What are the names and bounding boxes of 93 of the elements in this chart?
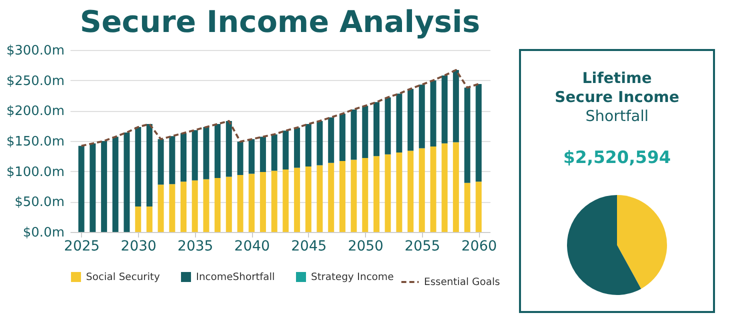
bar <box>260 136 266 172</box>
bar <box>350 160 357 232</box>
bar <box>248 139 255 174</box>
bar <box>169 184 176 232</box>
bar <box>169 136 176 184</box>
bar <box>294 168 300 232</box>
bar <box>237 142 244 175</box>
bar <box>124 132 130 232</box>
x-tick-label: 2050 <box>348 238 384 254</box>
bar <box>158 139 164 185</box>
bar <box>260 172 266 232</box>
x-tick-label: 2055 <box>404 238 440 254</box>
bar <box>316 165 323 232</box>
bar <box>90 143 96 232</box>
bar <box>101 141 108 232</box>
bar <box>226 120 232 177</box>
bar <box>203 127 210 180</box>
bar <box>418 84 425 148</box>
chart-subtitle: Shortfall <box>585 107 649 125</box>
bar <box>237 174 244 232</box>
chart-title: Secure Income Analysis <box>80 5 480 40</box>
pie-slice <box>617 195 667 289</box>
pie-slice <box>567 195 642 295</box>
x-tick-label: 2030 <box>120 238 156 254</box>
bar <box>339 161 346 232</box>
bar <box>282 170 289 232</box>
bar <box>464 88 470 183</box>
y-tick-label: $250.0m <box>6 74 64 89</box>
bar <box>452 142 459 232</box>
bar <box>430 146 436 232</box>
bar <box>476 84 482 182</box>
bar <box>350 109 357 160</box>
text: $2,520,594 <box>563 148 671 168</box>
bar <box>316 120 323 166</box>
bar <box>408 88 414 151</box>
bar <box>396 94 402 153</box>
line-series <box>80 69 480 147</box>
bar <box>146 206 152 232</box>
bar <box>78 146 84 232</box>
bar <box>214 124 221 178</box>
bar <box>442 143 448 232</box>
y-tick-label: $0.0m <box>22 226 64 240</box>
bar <box>305 124 312 166</box>
bar <box>248 174 255 232</box>
bar <box>408 150 414 232</box>
bar <box>339 114 346 162</box>
bar <box>135 206 142 232</box>
x-tick-label: 2035 <box>178 238 214 254</box>
bar <box>476 182 482 232</box>
bar <box>180 133 187 182</box>
bar <box>442 75 448 144</box>
bar <box>373 102 380 156</box>
bar <box>180 182 187 232</box>
legend-label: Essential Goals <box>424 277 500 288</box>
bar <box>192 180 198 232</box>
bar <box>294 128 300 168</box>
bar <box>328 117 334 163</box>
bar <box>452 70 459 142</box>
bar <box>135 127 142 207</box>
bar <box>418 148 425 232</box>
legend-label: Social Security <box>86 272 160 283</box>
bar <box>328 162 334 232</box>
x-tick-label: 2040 <box>234 238 270 254</box>
bar <box>203 179 210 232</box>
x-tick-label: 2045 <box>291 238 327 254</box>
bar <box>112 136 118 232</box>
bar <box>430 80 436 146</box>
bar <box>214 178 221 232</box>
bar <box>373 156 380 232</box>
bar <box>362 158 368 232</box>
bar <box>158 184 164 232</box>
x-tick-label: 2025 <box>64 238 100 254</box>
bar <box>396 152 402 232</box>
y-tick-label: $200.0m <box>6 104 64 120</box>
y-tick-label: $100.0m <box>6 164 64 180</box>
y-tick-label: $50.0m <box>14 195 64 210</box>
bar <box>271 170 278 232</box>
x-tick-label: 2060 <box>461 238 497 254</box>
y-tick-label: $300.0m <box>6 44 64 58</box>
bar <box>384 97 391 154</box>
bar <box>384 154 391 232</box>
bar <box>226 176 232 232</box>
y-tick-label: $150.0m <box>6 134 64 150</box>
bar <box>282 130 289 170</box>
bar <box>192 130 198 180</box>
bar <box>464 182 470 232</box>
bar <box>271 134 278 171</box>
legend-label: Strategy Income <box>311 272 394 283</box>
chart-title: Lifetime Secure Income <box>554 69 680 106</box>
legend-label: IncomeShortfall <box>196 272 275 283</box>
bar <box>362 106 368 158</box>
bar <box>305 166 312 232</box>
bar <box>146 124 152 207</box>
